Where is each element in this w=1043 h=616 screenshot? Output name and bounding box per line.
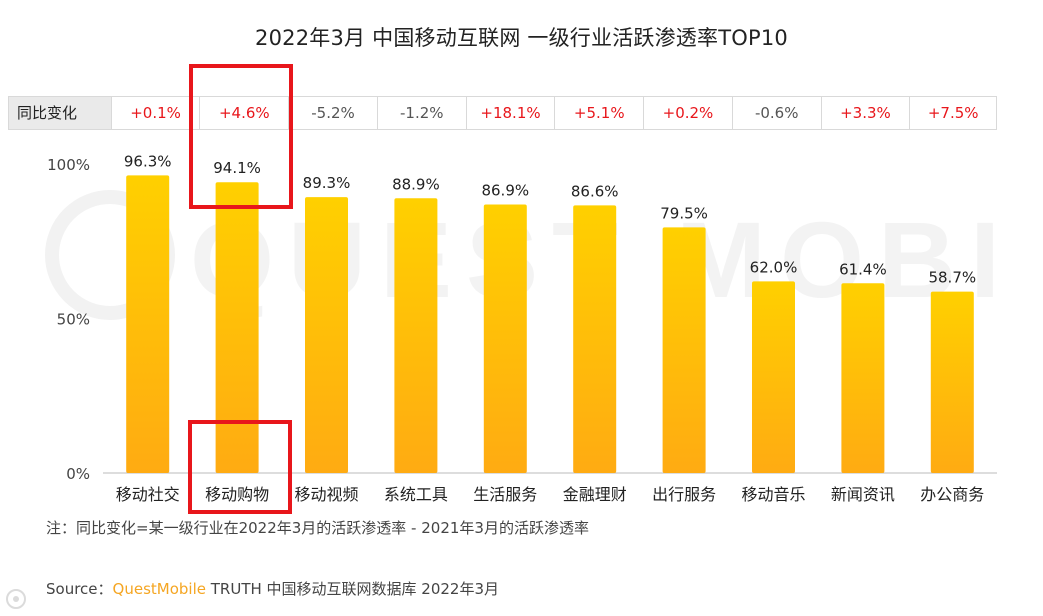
category-label-7: 移动音乐 [741,485,805,504]
bar-value-label-1: 94.1% [213,159,261,177]
footnote: 注：同比变化=某一级行业在2022年3月的活跃渗透率 - 2021年3月的活跃渗… [46,519,589,537]
bar-value-label-2: 89.3% [303,174,351,192]
bar-value-label-0: 96.3% [124,152,172,170]
source-line: Source：QuestMobile TRUTH 中国移动互联网数据库 2022… [46,578,499,599]
yoy-value-6: +0.2% [643,97,732,129]
yoy-value-1: +4.6% [199,97,288,129]
category-label-6: 出行服务 [652,485,716,504]
category-label-4: 生活服务 [473,485,537,504]
chart-title: 2022年3月 中国移动互联网 一级行业活跃渗透率TOP10 [255,26,788,50]
y-tick-label-0: 100% [47,156,90,174]
yoy-value-0: +0.1% [110,97,200,129]
bar-6 [662,227,706,473]
category-label-5: 金融理财 [563,485,627,504]
source-rest: TRUTH 中国移动互联网数据库 2022年3月 [205,580,500,598]
highlight-box-category [188,420,292,514]
bar-value-label-4: 86.9% [481,181,529,199]
bar-8 [841,283,885,473]
highlight-box-value [189,64,293,209]
yoy-value-7: -0.6% [731,97,821,129]
yoy-value-9: +7.5% [909,97,996,129]
bar-3 [394,198,438,473]
category-label-8: 新闻资讯 [831,485,895,504]
yoy-value-3: -1.2% [376,97,466,129]
yoy-value-2: -5.2% [288,97,377,129]
bar-value-label-6: 79.5% [660,204,708,222]
category-label-0: 移动社交 [116,485,180,504]
category-label-9: 办公商务 [920,485,984,504]
bar-value-label-9: 58.7% [928,269,976,287]
bar-7 [752,281,795,473]
bar-2 [305,197,348,474]
yoy-value-8: +3.3% [820,97,910,129]
category-label-3: 系统工具 [384,485,448,504]
category-label-1: 移动购物 [205,485,269,504]
y-tick-label-1: 50% [57,311,90,329]
bar-9 [930,291,974,473]
y-tick-label-2: 0% [66,465,90,483]
yoy-row-label: 同比变化 [9,97,111,129]
bar-value-label-5: 86.6% [571,182,619,200]
bar-0 [126,175,170,474]
category-label-2: 移动视频 [294,485,358,504]
yoy-value-4: +18.1% [465,97,555,129]
source-brand: QuestMobile [112,580,206,598]
source-prefix: Source： [46,580,113,598]
bar-5 [573,205,617,473]
bar-value-label-8: 61.4% [839,260,887,278]
bar-1 [215,182,259,473]
bar-4 [483,204,527,473]
bar-value-label-7: 62.0% [750,258,798,276]
corner-watermark-logo [6,589,26,609]
bar-value-label-3: 88.9% [392,175,440,193]
yoy-value-5: +5.1% [554,97,643,129]
yoy-change-row: 同比变化 +0.1% +4.6% -5.2% -1.2% +18.1% +5.1% +0.2… [8,96,997,130]
